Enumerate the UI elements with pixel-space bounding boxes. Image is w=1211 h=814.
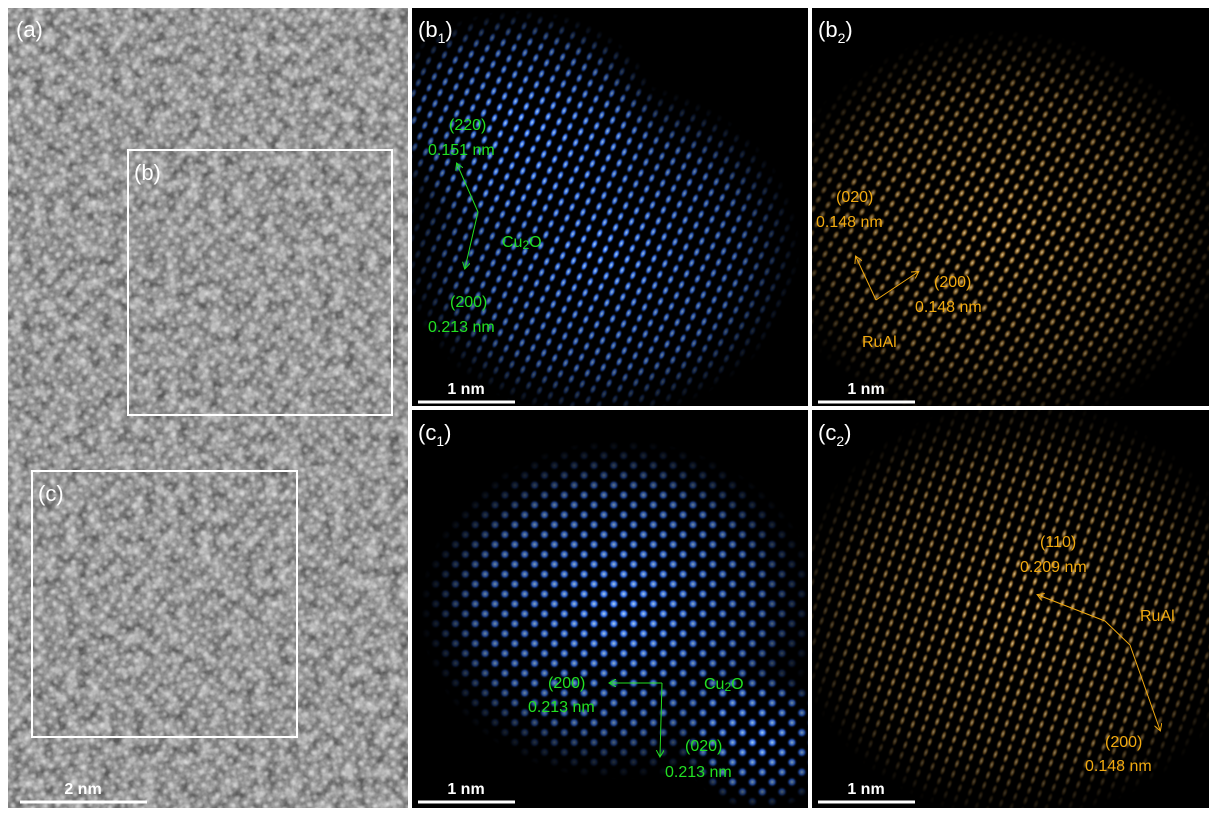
label-main: (c	[818, 420, 836, 445]
arrow	[856, 257, 877, 301]
spacing: 0.213 nm	[665, 764, 732, 781]
plane: (220)	[449, 117, 486, 134]
label-end: )	[444, 420, 451, 445]
panel-label: (c2)	[818, 420, 851, 449]
phase: RuAl	[1140, 608, 1175, 625]
lattice	[412, 8, 808, 406]
phase-main: Cu	[502, 234, 522, 251]
panel-label: (c1)	[418, 420, 451, 449]
label-sub: 1	[438, 30, 446, 46]
lattice	[812, 410, 1209, 808]
arrow	[457, 164, 479, 213]
inset-box	[31, 470, 298, 738]
label-sub: 2	[838, 30, 846, 46]
arrow	[1104, 620, 1160, 730]
inset-box	[127, 149, 393, 416]
phase-end: O	[529, 234, 541, 251]
label-end: )	[844, 420, 851, 445]
spacing: 0.209 nm	[1020, 559, 1087, 576]
panel-label: (a)	[16, 17, 43, 42]
phase-sub: 2	[724, 680, 731, 694]
phase: Cu2O	[704, 676, 744, 694]
arrow	[875, 272, 918, 301]
phase-sub: 2	[522, 238, 529, 252]
panel-label: (b2)	[818, 17, 853, 46]
label-sub: 1	[436, 433, 444, 449]
plane: (200)	[548, 675, 585, 692]
spacing: 0.151 nm	[428, 142, 495, 159]
panel-label: (b1)	[418, 17, 453, 46]
panel-c1: (c1) (200) 0.213 nm Cu2O (020) 0.213 nm …	[412, 410, 808, 808]
phase: RuAl	[862, 334, 897, 351]
scale-text: 1 nm	[847, 381, 884, 398]
scale-text: 1 nm	[847, 781, 884, 798]
plane: (110)	[1040, 534, 1076, 551]
label-end: )	[445, 17, 452, 42]
spacing: 0.213 nm	[428, 319, 495, 336]
spacing: 0.148 nm	[816, 214, 883, 231]
spacing: 0.148 nm	[1085, 758, 1152, 775]
arrow	[660, 682, 662, 756]
spacing: 0.148 nm	[915, 299, 982, 316]
lattice	[412, 410, 808, 808]
phase: Cu2O	[502, 234, 542, 252]
plane: (200)	[1105, 734, 1142, 751]
label-main: (b	[418, 17, 438, 42]
scale-text: 1 nm	[447, 381, 484, 398]
phase-end: O	[731, 676, 743, 693]
lattice	[8, 8, 408, 808]
inset-label: (c)	[38, 481, 64, 506]
plane: (020)	[685, 738, 722, 755]
plane: (200)	[934, 274, 971, 291]
plane: (200)	[450, 294, 487, 311]
plane: (020)	[836, 189, 873, 206]
scale-text: 2 nm	[64, 781, 101, 798]
label-end: )	[845, 17, 852, 42]
scale-text: 1 nm	[447, 781, 484, 798]
spacing: 0.213 nm	[528, 699, 595, 716]
lattice	[812, 8, 1209, 406]
panel-c2: (c2) (110) 0.209 nm RuAl (200) 0.148 nm …	[812, 410, 1209, 808]
label-sub: 2	[836, 433, 844, 449]
label-main: (c	[418, 420, 436, 445]
panel-b1: (b1) (220) 0.151 nm Cu2O (200) 0.213 nm …	[412, 8, 808, 406]
arrow	[1038, 595, 1106, 622]
inset-label: (b)	[134, 160, 161, 185]
panel-b2: (b2) (020) 0.148 nm (200) 0.148 nm RuAl …	[812, 8, 1209, 406]
phase-main: Cu	[704, 676, 724, 693]
panel-a: (a) (b) (c) 2 nm	[8, 8, 408, 808]
label-main: (b	[818, 17, 838, 42]
arrow	[465, 211, 479, 268]
